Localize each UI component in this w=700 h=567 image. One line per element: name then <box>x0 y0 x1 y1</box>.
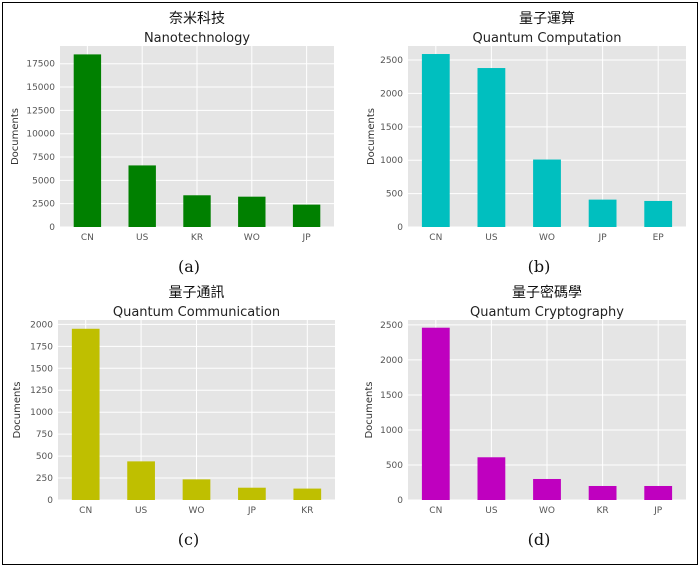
bar-jp <box>292 204 321 227</box>
x-tick-label: EP <box>653 233 665 243</box>
x-tick-label: JP <box>247 506 257 516</box>
chart-panel-4: 0 500 1000 1500 2000 2500 CN US WO KR JP 量子密碼學 Quant… <box>364 284 686 549</box>
y-tick-label: 1750 <box>30 342 53 352</box>
bar-us <box>477 68 506 227</box>
bar-jp <box>644 485 673 500</box>
bar-us <box>477 457 506 500</box>
bar-kr <box>293 488 322 500</box>
chart-title-zh: 量子運算 <box>519 11 575 27</box>
x-tick-label: US <box>485 506 498 516</box>
x-tick-label: KR <box>191 233 203 243</box>
y-tick-label: 750 <box>36 430 53 440</box>
chart-title-zh: 奈米科技 <box>169 11 225 27</box>
x-tick-label: US <box>136 233 149 243</box>
bar-jp <box>588 199 617 227</box>
x-tick-label: JP <box>302 233 312 243</box>
x-tick-label: CN <box>429 506 442 516</box>
bar-wo <box>533 478 561 500</box>
y-tick-label: 0 <box>47 496 53 506</box>
y-tick-label: 2500 <box>380 321 403 331</box>
panel-caption: (d) <box>528 530 551 549</box>
x-tick-label: KR <box>301 506 313 516</box>
chart-title: Quantum Communication <box>113 305 280 320</box>
x-tick-label: WO <box>539 506 555 516</box>
y-tick-label: 1000 <box>380 156 403 166</box>
panel-caption: (a) <box>178 257 200 276</box>
x-tick-label: JP <box>598 233 608 243</box>
chart-title: Nanotechnology <box>144 31 250 46</box>
y-tick-label: 15000 <box>26 83 55 93</box>
y-axis-label: Documents <box>364 381 375 438</box>
bar-cn <box>421 327 450 500</box>
y-tick-label: 500 <box>386 461 403 471</box>
y-tick-label: 1250 <box>30 386 53 396</box>
bar-wo <box>238 196 266 227</box>
y-tick-label: 1500 <box>380 123 403 133</box>
x-tick-label: JP <box>653 506 663 516</box>
bar-wo <box>533 159 561 227</box>
y-axis-label: Documents <box>12 381 23 438</box>
x-tick-label: WO <box>189 506 205 516</box>
x-tick-label: WO <box>244 233 260 243</box>
x-tick-label: WO <box>539 233 555 243</box>
chart-title-zh: 量子通訊 <box>169 285 225 301</box>
y-tick-label: 0 <box>49 223 55 233</box>
y-tick-label: 2000 <box>30 320 53 330</box>
chart-title: Quantum Computation <box>473 31 622 46</box>
bar-wo <box>182 479 211 500</box>
y-tick-label: 1000 <box>30 408 53 418</box>
y-tick-label: 17500 <box>26 60 55 70</box>
y-tick-label: 5000 <box>32 176 55 186</box>
chart-panel-2: 0 500 1000 1500 2000 2500 CN US WO JP EP 量子運算 Quantu… <box>366 11 686 276</box>
y-tick-label: 1500 <box>30 364 53 374</box>
y-axis-label: Documents <box>366 108 377 165</box>
x-tick-label: KR <box>597 506 609 516</box>
x-tick-label: CN <box>79 506 92 516</box>
x-tick-label: US <box>135 506 148 516</box>
y-tick-label: 2000 <box>380 89 403 99</box>
bar-cn <box>421 54 450 228</box>
chart-title-zh: 量子密碼學 <box>512 284 582 301</box>
bar-us <box>127 461 155 500</box>
bar-kr <box>588 485 617 500</box>
y-tick-label: 500 <box>36 452 53 462</box>
bar-cn <box>71 328 100 500</box>
bar-ep <box>644 200 673 227</box>
y-tick-label: 2000 <box>380 356 403 366</box>
y-tick-label: 1000 <box>380 426 403 436</box>
y-tick-label: 10000 <box>26 130 55 140</box>
panel-caption: (b) <box>528 257 551 276</box>
y-tick-label: 2500 <box>380 56 403 66</box>
bar-us <box>128 165 156 227</box>
x-tick-label: US <box>485 233 498 243</box>
chart-panel-3: 0 250 500 750 1000 1250 1500 1750 2000 CN US WO JP KR… <box>12 285 335 549</box>
y-tick-label: 0 <box>397 223 403 233</box>
y-tick-label: 250 <box>36 474 53 484</box>
bar-cn <box>73 54 102 227</box>
y-tick-label: 2500 <box>32 200 55 210</box>
bar-kr <box>183 195 211 227</box>
x-tick-label: CN <box>81 233 94 243</box>
panel-caption: (c) <box>178 530 199 549</box>
y-axis-label: Documents <box>10 108 21 165</box>
bar-jp <box>238 487 266 500</box>
y-tick-label: 0 <box>397 496 403 506</box>
chart-panel-1: 0 2500 5000 7500 10000 12500 15000 17500 CN US KR W… <box>10 11 334 276</box>
y-tick-label: 12500 <box>26 106 55 116</box>
x-tick-label: CN <box>429 233 442 243</box>
y-tick-label: 500 <box>386 190 403 200</box>
y-tick-label: 1500 <box>380 391 403 401</box>
chart-title: Quantum Cryptography <box>470 305 624 320</box>
y-tick-label: 7500 <box>32 153 55 163</box>
